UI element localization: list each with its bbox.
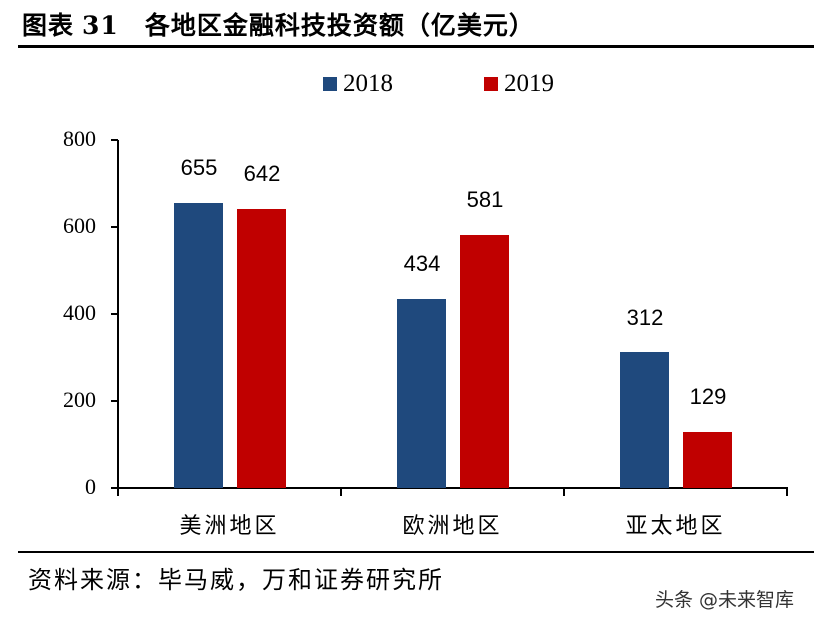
x-label-americas: 美洲地区 (179, 514, 280, 539)
legend-swatch-2018 (323, 77, 337, 91)
value-label-americas-2018: 655 (180, 155, 218, 180)
value-label-apac-2018: 312 (626, 305, 664, 330)
legend-item-2019: 2019 (484, 70, 554, 98)
value-label-europe-2018: 434 (403, 251, 441, 276)
figure-number: 31 (82, 11, 119, 40)
figure-title-text: 各地区金融科技投资额（亿美元） (144, 11, 535, 40)
bar-apac-2019 (683, 432, 732, 488)
value-label-europe-2019: 581 (466, 187, 504, 212)
legend-item-2018: 2018 (323, 70, 393, 98)
figure-title: 图表 31 各地区金融科技投资额（亿美元） (22, 6, 535, 42)
top-divider (18, 45, 814, 48)
bar-europe-2019 (460, 235, 509, 488)
chart-axes (111, 139, 788, 496)
bar-americas-2018 (174, 203, 223, 488)
x-label-apac: 亚太地区 (625, 514, 726, 539)
y-tick-200: 200 (63, 387, 96, 412)
watermark: 头条 @未来智库 (655, 589, 795, 611)
legend-swatch-2019 (484, 77, 498, 91)
chart-legend: 2018 2019 (0, 70, 823, 100)
y-tick-600: 600 (63, 213, 96, 238)
source-note: 资料来源：毕马威，万和证券研究所 (28, 566, 444, 594)
bottom-divider (18, 551, 814, 553)
bar-americas-2019 (237, 209, 286, 488)
bar-apac-2018 (620, 352, 669, 488)
value-label-apac-2019: 129 (689, 384, 727, 409)
value-label-americas-2019: 642 (243, 161, 281, 186)
y-tick-800: 800 (63, 126, 96, 151)
bar-europe-2018 (397, 299, 446, 488)
bar-chart: 0 200 400 600 800 655 642 434 581 312 12… (63, 126, 788, 539)
y-tick-0: 0 (85, 474, 96, 499)
x-label-europe: 欧洲地区 (402, 514, 503, 539)
legend-label-2018: 2018 (343, 70, 393, 97)
y-tick-400: 400 (63, 300, 96, 325)
legend-label-2019: 2019 (504, 70, 554, 97)
figure-label: 图表 (22, 11, 75, 40)
